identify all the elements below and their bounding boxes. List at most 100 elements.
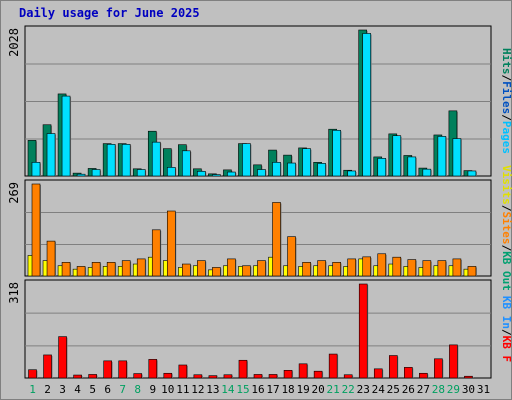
bar-sites bbox=[166, 210, 176, 277]
bar-sites bbox=[287, 236, 296, 277]
bar-files bbox=[46, 133, 56, 177]
y-max-label: 269 bbox=[7, 182, 21, 204]
bar-files bbox=[227, 171, 236, 177]
day-label: 18 bbox=[281, 383, 294, 396]
bar-kb-f bbox=[28, 369, 37, 379]
bar-files bbox=[182, 150, 191, 177]
bar-sites bbox=[46, 240, 56, 277]
bar-files bbox=[166, 167, 176, 177]
bar-files bbox=[347, 170, 356, 177]
bar-sites bbox=[197, 260, 206, 277]
day-label: 23 bbox=[357, 383, 370, 396]
day-label: 4 bbox=[74, 383, 81, 396]
day-label: 9 bbox=[149, 383, 156, 396]
bar-kb-f bbox=[343, 374, 353, 379]
bar-kb-f bbox=[133, 373, 143, 379]
bar-sites bbox=[212, 267, 221, 277]
bar-kb-f bbox=[298, 363, 308, 379]
side-legend-part: Sites bbox=[500, 211, 512, 244]
bar-kb-f bbox=[253, 374, 263, 379]
side-legend: Hits/Files/Pages bbox=[500, 48, 512, 154]
day-label: 14 bbox=[221, 383, 235, 396]
bar-sites bbox=[121, 260, 131, 277]
bar-kb-f bbox=[118, 360, 128, 379]
bar-sites bbox=[437, 260, 447, 277]
panel-box bbox=[24, 279, 492, 379]
bar-kb-f bbox=[313, 370, 323, 379]
day-axis-labels: 1 2 3 4 5 6 7 8 9 10 11 12 13 14 15 16 17 18 19 20 21 22 23 24 2… bbox=[29, 383, 490, 396]
bar-sites bbox=[362, 256, 372, 277]
bar-kb-f bbox=[358, 283, 368, 379]
y-axis-labels: 2028 269 318 bbox=[7, 28, 21, 304]
chart-bars bbox=[27, 29, 477, 379]
side-legend-part: / bbox=[500, 205, 512, 212]
day-label: 31 bbox=[477, 383, 490, 396]
day-label: 17 bbox=[266, 383, 279, 396]
bar-files bbox=[31, 162, 41, 177]
bar-kb-f bbox=[238, 359, 248, 379]
side-legend-part: KB In bbox=[500, 296, 512, 329]
bar-kb-f bbox=[178, 364, 188, 379]
bar-files bbox=[61, 95, 71, 177]
bar-sites bbox=[257, 260, 266, 277]
side-legend-part: / bbox=[500, 245, 512, 252]
day-label: 6 bbox=[104, 383, 111, 396]
bar-kb-f bbox=[464, 375, 473, 379]
side-legend-part: Pages bbox=[500, 121, 512, 154]
bar-files bbox=[452, 138, 462, 177]
day-label: 15 bbox=[236, 383, 249, 396]
bar-files bbox=[76, 173, 86, 177]
side-legend-part: KB Out bbox=[500, 251, 512, 291]
bar-kb-f bbox=[283, 370, 293, 379]
side-legend-part: KB F bbox=[500, 336, 512, 363]
bar-files bbox=[212, 174, 221, 177]
bar-files bbox=[302, 148, 311, 177]
bar-kb-f bbox=[419, 372, 428, 379]
bar-files bbox=[257, 169, 266, 177]
day-label: 7 bbox=[119, 383, 126, 396]
day-label: 21 bbox=[327, 383, 340, 396]
bar-sites bbox=[407, 259, 417, 277]
bar-files bbox=[407, 156, 417, 177]
side-legend-part: Visits bbox=[500, 165, 512, 205]
bar-files bbox=[437, 136, 447, 177]
bar-kb-f bbox=[404, 367, 413, 379]
bar-sites bbox=[61, 262, 71, 277]
bar-kb-f bbox=[73, 374, 82, 379]
chart-panels bbox=[24, 25, 492, 379]
bar-kb-f bbox=[449, 344, 458, 379]
bar-sites bbox=[242, 265, 251, 277]
chart-title: Daily usage for June 2025 bbox=[19, 6, 200, 20]
bar-kb-f bbox=[268, 374, 278, 379]
bar-sites bbox=[317, 260, 326, 277]
day-label: 19 bbox=[296, 383, 309, 396]
bar-kb-f bbox=[58, 336, 67, 379]
bar-files bbox=[392, 135, 402, 177]
bar-files bbox=[242, 143, 251, 177]
day-label: 29 bbox=[447, 383, 460, 396]
bar-sites bbox=[332, 262, 341, 277]
side-legend-part: Hits bbox=[500, 48, 512, 75]
bar-files bbox=[272, 162, 281, 177]
bar-sites bbox=[106, 262, 116, 277]
day-label: 11 bbox=[176, 383, 189, 396]
bar-kb-f bbox=[223, 374, 233, 379]
bar-files bbox=[377, 158, 387, 177]
bar-kb-f bbox=[148, 359, 158, 379]
bar-files bbox=[362, 33, 372, 177]
bar-files bbox=[151, 141, 161, 177]
bar-sites bbox=[76, 266, 86, 277]
day-label: 16 bbox=[251, 383, 264, 396]
bar-files bbox=[467, 170, 477, 177]
bar-kb-f bbox=[208, 375, 218, 379]
bar-kb-f bbox=[103, 360, 112, 379]
day-label: 5 bbox=[89, 383, 96, 396]
side-legend-part: / bbox=[500, 75, 512, 82]
day-label: 13 bbox=[206, 383, 219, 396]
side-legend-part: Files bbox=[500, 81, 512, 114]
day-label: 1 bbox=[29, 383, 36, 396]
day-label: 22 bbox=[342, 383, 355, 396]
bar-sites bbox=[182, 263, 191, 277]
bar-files bbox=[106, 144, 116, 177]
